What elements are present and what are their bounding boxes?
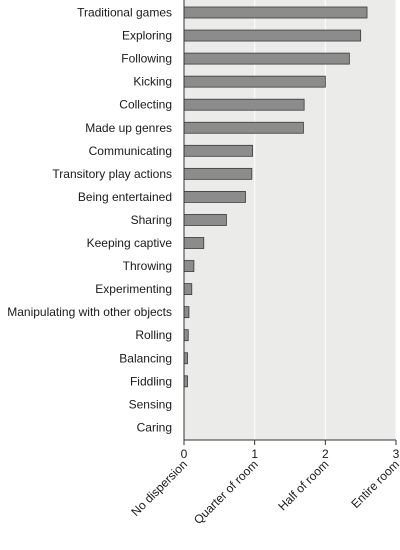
category-label: Kicking — [133, 75, 172, 89]
category-label: Exploring — [122, 29, 172, 43]
category-label: Transitory play actions — [52, 167, 172, 181]
category-labels: Traditional games Exploring Following Kicki… — [7, 6, 172, 435]
x-tick-label: 2 — [322, 447, 329, 461]
bar — [183, 352, 188, 365]
bar — [183, 6, 368, 19]
x-tick-description: Entire room — [348, 457, 400, 511]
bar — [183, 306, 190, 319]
category-label: Throwing — [123, 259, 172, 273]
bar — [183, 237, 205, 249]
bar — [183, 144, 253, 157]
category-label: Being entertained — [78, 190, 172, 204]
category-label: Rolling — [135, 328, 172, 342]
bar — [183, 75, 326, 88]
category-label: Following — [121, 52, 172, 66]
bar — [183, 329, 189, 342]
bar — [183, 52, 350, 65]
category-label: Caring — [137, 420, 172, 434]
category-label: Communicating — [89, 144, 172, 158]
category-label: Fiddling — [130, 374, 172, 388]
category-label: Manipulating with other objects — [7, 305, 172, 319]
category-label: Traditional games — [77, 6, 172, 20]
bars — [183, 6, 368, 388]
bar — [183, 167, 253, 180]
category-label: Keeping captive — [87, 236, 173, 250]
x-tick-description: No dispersion — [128, 457, 190, 519]
bar — [183, 29, 362, 42]
x-tick-label: 3 — [393, 447, 400, 461]
bar — [183, 283, 193, 296]
x-tick-label: 0 — [181, 447, 188, 461]
category-label: Made up genres — [85, 121, 172, 135]
x-tick-description: Quarter of room — [191, 457, 261, 527]
category-label: Experimenting — [95, 282, 172, 296]
category-label: Sharing — [131, 213, 172, 227]
category-label: Balancing — [119, 351, 172, 365]
category-label: Collecting — [119, 98, 172, 112]
bar — [183, 190, 246, 203]
bar — [183, 260, 195, 272]
bar — [183, 375, 188, 388]
bar — [183, 98, 305, 111]
bar — [183, 214, 227, 226]
category-label: Sensing — [129, 397, 172, 411]
x-tick-description: Half of room — [275, 457, 331, 513]
x-tick-label: 1 — [251, 447, 258, 461]
bar — [183, 121, 304, 134]
grid-lines — [254, 0, 397, 440]
